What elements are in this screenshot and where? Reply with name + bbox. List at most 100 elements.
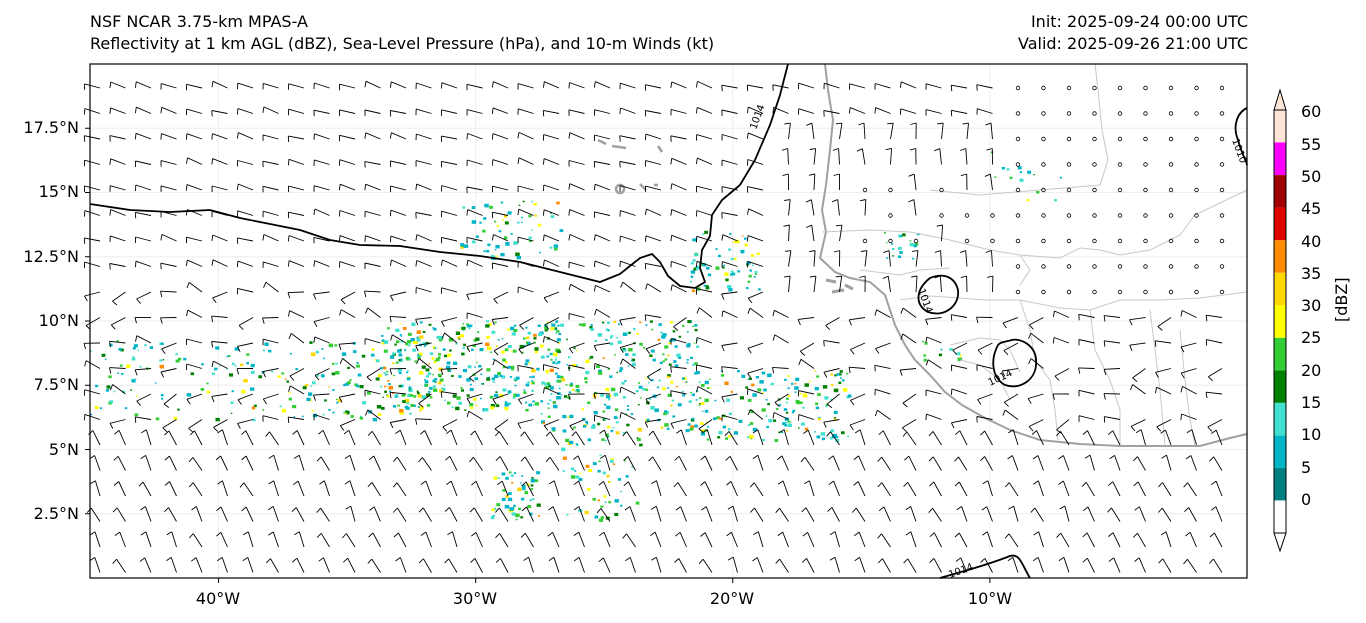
reflectivity-echo: [343, 411, 346, 414]
wind-barb-flag: [1002, 322, 1007, 329]
wind-barb: [721, 261, 738, 268]
wind-barb: [211, 234, 228, 242]
calm-wind-circle: [1219, 289, 1225, 295]
reflectivity-echo: [707, 425, 710, 428]
reflectivity-echo: [1026, 199, 1030, 202]
wind-barb-staff: [396, 482, 407, 497]
reflectivity-echo: [610, 387, 616, 392]
reflectivity-echo: [399, 323, 401, 325]
wind-barb: [265, 558, 279, 573]
reflectivity-echo: [462, 323, 465, 325]
wind-barb: [469, 368, 483, 382]
calm-wind-circle: [1041, 289, 1046, 295]
wind-barb-flag: [908, 199, 915, 203]
reflectivity-echo: [846, 372, 849, 375]
reflectivity-echo: [392, 362, 395, 365]
wind-barb-flag: [903, 481, 909, 487]
wind-barb-flag: [211, 396, 215, 403]
wind-barb: [858, 122, 866, 140]
wind-barb: [262, 106, 279, 114]
wind-barb: [568, 109, 585, 116]
wind-barb: [389, 209, 407, 217]
calm-wind-circle: [1194, 289, 1199, 295]
wind-barb: [338, 134, 356, 142]
wind-barb-staff: [263, 234, 279, 242]
wind-barb-flag: [954, 481, 960, 487]
wind-barb-staff: [518, 393, 534, 400]
wind-barb-flag: [833, 250, 840, 253]
wind-barb-staff: [320, 507, 330, 522]
wind-barb-flag: [367, 482, 373, 488]
wind-barb-flag: [1003, 350, 1009, 356]
valid-time: Valid: 2025-09-26 21:00 UTC: [1017, 34, 1248, 53]
wind-barb-flag: [986, 275, 994, 278]
reflectivity-echo: [678, 356, 682, 359]
reflectivity-echo: [612, 427, 615, 429]
colorbar-segment: [1274, 337, 1286, 371]
wind-barb-staff: [390, 235, 407, 242]
reflectivity-echo: [643, 347, 646, 349]
wind-barb: [364, 210, 381, 218]
wind-barb: [781, 148, 789, 165]
reflectivity-echo: [898, 234, 902, 238]
wind-barb-flag: [1154, 340, 1157, 347]
reflectivity-echo: [600, 516, 604, 519]
reflectivity-echo: [434, 360, 437, 362]
wind-barb-staff: [864, 199, 867, 216]
wind-barb: [364, 235, 381, 242]
wind-barb: [573, 455, 585, 471]
wind-barb-staff: [594, 211, 611, 216]
reflectivity-echo: [284, 378, 287, 380]
lat-tick-label: 17.5°N: [23, 118, 79, 137]
wind-barb-staff: [1138, 506, 1146, 522]
reflectivity-echo: [747, 398, 752, 402]
reflectivity-echo: [479, 221, 482, 224]
wind-barb: [887, 122, 894, 140]
reflectivity-echo: [292, 405, 297, 409]
wind-barb-flag: [726, 531, 732, 537]
wind-barb: [599, 429, 611, 446]
reflectivity-echo: [345, 382, 350, 386]
wind-barb-staff: [492, 262, 509, 267]
wind-barb-flag: [929, 532, 935, 538]
reflectivity-echo: [458, 338, 461, 340]
wind-barb-staff: [813, 250, 816, 267]
wind-barb-staff: [553, 480, 560, 497]
wind-barb: [545, 457, 560, 471]
calm-wind-circle: [1219, 264, 1225, 269]
wind-barb-staff: [391, 132, 407, 140]
reflectivity-echo: [730, 257, 734, 261]
wind-barb-flag: [772, 367, 775, 374]
wind-barb-flag: [959, 250, 966, 254]
wind-barb-staff: [1206, 391, 1223, 395]
reflectivity-echo: [589, 326, 593, 329]
wind-barb: [950, 314, 968, 321]
wind-barb: [339, 210, 356, 217]
wind-barb: [670, 284, 687, 293]
reflectivity-echo: [519, 344, 524, 349]
wind-barb-staff: [568, 313, 585, 318]
wind-barb-staff: [466, 393, 483, 399]
reflectivity-echo: [687, 423, 691, 426]
reflectivity-echo: [690, 418, 695, 422]
wind-barb-flag: [314, 375, 320, 381]
wind-barb-flag: [316, 456, 322, 462]
wind-barb-staff: [493, 81, 509, 89]
wind-barb: [976, 316, 993, 324]
wind-barb: [797, 390, 815, 397]
reflectivity-echo: [288, 391, 291, 394]
wind-barb-staff: [595, 81, 611, 89]
wind-barb-staff: [933, 558, 942, 573]
wind-barb-flag: [466, 209, 469, 216]
reflectivity-echo: [494, 393, 499, 398]
wind-barb: [954, 532, 968, 548]
wind-barb: [650, 531, 662, 548]
wind-barb: [548, 556, 560, 573]
reflectivity-echo: [521, 475, 524, 477]
wind-barb-staff: [289, 385, 305, 395]
wind-barb: [113, 455, 126, 471]
reflectivity-echo: [694, 424, 698, 428]
reflectivity-echo: [602, 410, 606, 413]
reflectivity-echo: [347, 366, 350, 369]
wind-barb-flag: [874, 410, 878, 417]
